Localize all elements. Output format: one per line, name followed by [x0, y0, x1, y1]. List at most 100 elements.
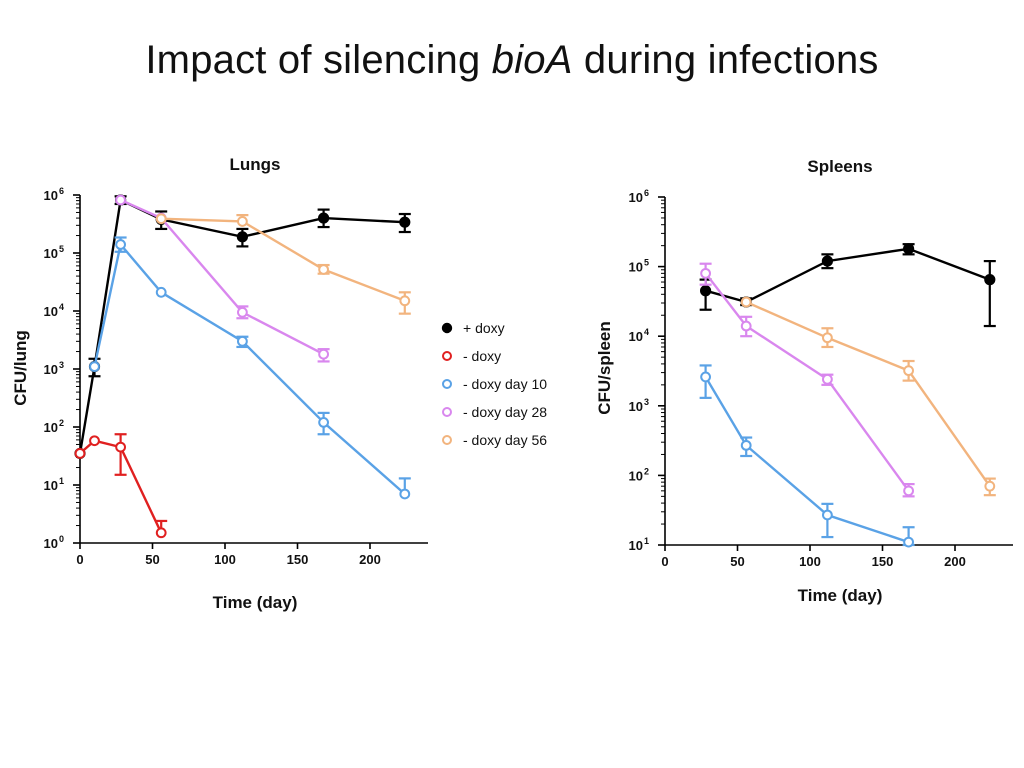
- chart-title: Spleens: [807, 157, 872, 176]
- y-tick-label: 10: [44, 246, 58, 261]
- data-point: [115, 194, 126, 206]
- data-point: [318, 212, 330, 224]
- data-point: [155, 527, 167, 539]
- y-tick-label: 10: [629, 399, 643, 414]
- y-axis-label: CFU/lung: [11, 330, 30, 406]
- data-point: [115, 239, 126, 250]
- data-point: [237, 335, 248, 347]
- x-tick-label: 100: [799, 554, 821, 569]
- x-tick-label: 0: [661, 554, 668, 569]
- legend-label: - doxy: [463, 348, 501, 364]
- y-tick-exponent: 2: [644, 466, 649, 476]
- x-tick-label: 150: [287, 552, 309, 567]
- data-point: [399, 295, 411, 307]
- y-tick-exponent: 5: [644, 258, 649, 268]
- data-point: [700, 285, 712, 297]
- series-line: [79, 439, 163, 534]
- y-tick-exponent: 3: [644, 397, 649, 407]
- series--doxy-day-10: [699, 364, 915, 548]
- data-point: [740, 439, 752, 451]
- y-tick-exponent: 1: [644, 536, 649, 546]
- y-tick-label: 10: [44, 304, 58, 319]
- y-tick-label: 10: [629, 190, 643, 205]
- data-point: [89, 361, 100, 372]
- legend-marker: [442, 379, 452, 389]
- series--doxy: [74, 433, 168, 539]
- y-tick-exponent: 6: [644, 188, 649, 198]
- data-point: [74, 448, 86, 459]
- y-tick-label: 10: [629, 468, 643, 483]
- slide-title-gene: bioA: [491, 38, 573, 82]
- y-tick-exponent: 4: [59, 302, 64, 312]
- data-point: [740, 296, 752, 308]
- data-point: [821, 255, 834, 267]
- y-tick-label: 10: [44, 420, 58, 435]
- data-point: [700, 267, 711, 279]
- data-point: [399, 216, 411, 228]
- x-tick-label: 50: [145, 552, 159, 567]
- legend: + doxy - doxy - doxy day 10 - doxy day 28 - …: [441, 320, 547, 448]
- chart-title: Lungs: [230, 155, 281, 174]
- data-point: [740, 320, 752, 332]
- data-point: [822, 332, 833, 344]
- series--doxy-day-10: [89, 236, 411, 500]
- x-tick-label: 150: [872, 554, 894, 569]
- y-tick-label: 10: [44, 478, 58, 493]
- data-point: [903, 536, 914, 548]
- y-tick-label: 10: [629, 260, 643, 275]
- y-axis-label: CFU/spleen: [595, 321, 614, 415]
- series-line: [704, 376, 909, 544]
- data-point: [700, 371, 711, 383]
- y-tick-exponent: 3: [59, 360, 64, 370]
- x-axis-label: Time (day): [798, 586, 883, 605]
- x-axis-label: Time (day): [213, 593, 298, 612]
- data-point: [155, 213, 167, 225]
- data-point: [399, 488, 411, 500]
- legend-marker: [442, 435, 452, 445]
- y-tick-exponent: 2: [59, 418, 64, 428]
- series-line: [93, 241, 406, 495]
- data-point: [903, 365, 914, 377]
- y-tick-label: 10: [44, 362, 58, 377]
- legend-label: - doxy day 56: [463, 432, 547, 448]
- y-tick-exponent: 0: [59, 534, 64, 544]
- y-tick-label: 10: [629, 538, 643, 553]
- data-point: [318, 348, 330, 360]
- x-tick-label: 100: [214, 552, 236, 567]
- y-tick-exponent: 4: [644, 327, 649, 337]
- legend-marker: [442, 351, 452, 361]
- series--doxy-day-28: [699, 262, 915, 498]
- series-line: [745, 300, 991, 487]
- slide-title-suffix: during infections: [572, 38, 879, 82]
- data-point: [237, 306, 248, 318]
- series-line: [704, 272, 910, 492]
- y-tick-label: 10: [629, 329, 643, 344]
- series-line: [161, 217, 406, 302]
- data-point: [155, 286, 167, 298]
- series--doxy-day-56: [155, 213, 411, 315]
- y-tick-exponent: 1: [59, 476, 64, 486]
- data-point: [115, 441, 126, 453]
- data-point: [318, 417, 330, 428]
- data-point: [822, 509, 833, 521]
- data-point: [236, 231, 248, 243]
- data-point: [822, 373, 833, 385]
- series-line: [705, 247, 991, 304]
- series--doxy: [699, 243, 996, 328]
- data-point: [984, 480, 996, 492]
- legend-label: - doxy day 10: [463, 376, 547, 392]
- series--doxy-day-56: [740, 296, 996, 497]
- data-point: [89, 435, 100, 447]
- data-point: [903, 243, 915, 255]
- y-tick-exponent: 6: [59, 186, 64, 196]
- series-line: [120, 198, 325, 356]
- data-point: [903, 485, 914, 497]
- data-point: [318, 264, 330, 275]
- y-tick-exponent: 5: [59, 244, 64, 254]
- x-tick-label: 0: [76, 552, 83, 567]
- legend-label: - doxy day 28: [463, 404, 547, 420]
- x-tick-label: 200: [944, 554, 966, 569]
